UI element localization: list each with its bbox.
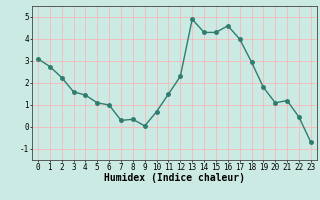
X-axis label: Humidex (Indice chaleur): Humidex (Indice chaleur): [104, 173, 245, 183]
